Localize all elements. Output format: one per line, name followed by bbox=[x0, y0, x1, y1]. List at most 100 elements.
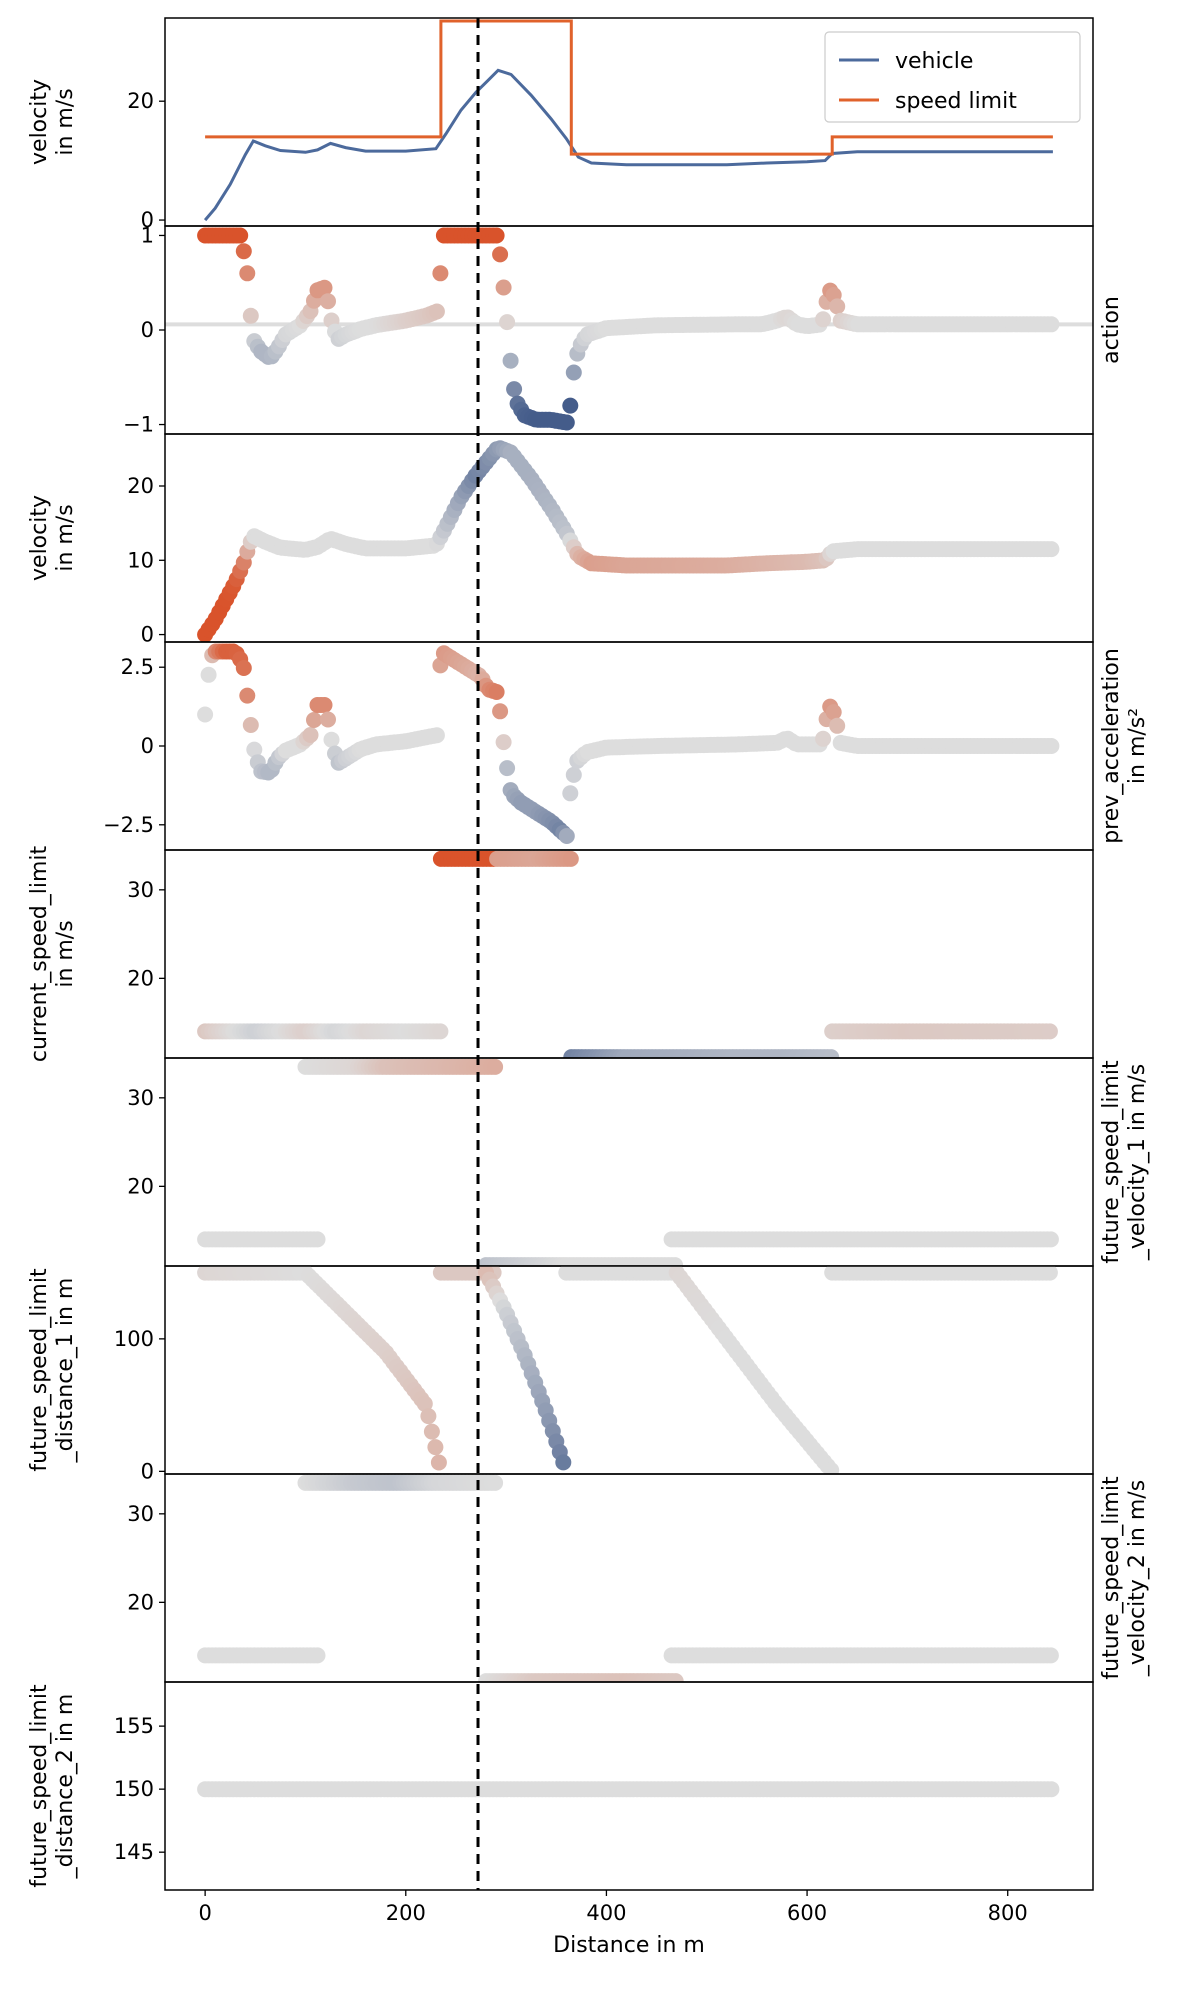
y-tick-label: 20 bbox=[127, 966, 154, 990]
data-point bbox=[1041, 1266, 1058, 1281]
data-point bbox=[825, 704, 842, 721]
data-point bbox=[558, 828, 575, 844]
y-axis-label: future_speed_limit_distance_1 in m bbox=[27, 1268, 78, 1472]
legend-box bbox=[824, 31, 1081, 123]
data-point bbox=[499, 760, 516, 777]
y-tick-label: 0 bbox=[141, 318, 154, 342]
data-point bbox=[506, 381, 523, 398]
data-point bbox=[316, 279, 333, 296]
data-point bbox=[1043, 1781, 1060, 1798]
x-axis: 0 200 400 600 800 bbox=[198, 1890, 1028, 1925]
data-point bbox=[1042, 1647, 1059, 1664]
y-tick-label: 30 bbox=[127, 878, 154, 902]
data-point bbox=[235, 660, 252, 676]
y-tick-label: 20 bbox=[127, 89, 154, 113]
data-point bbox=[242, 717, 259, 733]
data-point bbox=[316, 697, 333, 713]
data-point bbox=[495, 279, 512, 296]
data-point bbox=[487, 1058, 504, 1075]
data-point bbox=[565, 766, 582, 783]
data-point bbox=[197, 706, 214, 723]
plot-area bbox=[197, 1266, 1058, 1474]
data-point bbox=[309, 1231, 326, 1248]
series-line-2 bbox=[205, 19, 1053, 156]
y-axis-label: action bbox=[1099, 296, 1124, 364]
data-point bbox=[246, 741, 263, 758]
data-point bbox=[232, 227, 249, 244]
data-point bbox=[309, 1647, 326, 1664]
y-axis-label: future_speed_limit_velocity_1 in m/s bbox=[1099, 1060, 1150, 1264]
data-point bbox=[815, 311, 832, 328]
data-point bbox=[558, 414, 575, 431]
y-axis-label: prev_accelerationin m/s² bbox=[1099, 648, 1150, 844]
data-point bbox=[416, 1395, 433, 1412]
panel-8: 20 30 future_speed_limit_velocity_2 in m/s bbox=[127, 1473, 1150, 1683]
panel-1: 0 20 velocityin m/s vehicle speed limit bbox=[27, 17, 1094, 232]
panel-5: 20 30 current_speed_limitin m/s bbox=[27, 846, 1094, 1063]
panel-frame bbox=[164, 433, 1094, 643]
y-tick-label: 10 bbox=[127, 548, 154, 572]
y-tick-label: 30 bbox=[127, 1502, 154, 1526]
y-axis-label: velocityin m/s bbox=[27, 495, 78, 581]
data-point bbox=[306, 712, 322, 728]
panel-3: 0 10 20 velocityin m/s bbox=[27, 433, 1094, 647]
y-tick-label: 30 bbox=[127, 1086, 154, 1110]
data-point bbox=[430, 1454, 447, 1471]
y-tick-label: 20 bbox=[127, 474, 154, 498]
data-point bbox=[565, 364, 582, 381]
data-point bbox=[502, 352, 519, 369]
data-point bbox=[432, 1023, 449, 1040]
y-tick-label: 155 bbox=[114, 1714, 154, 1738]
y-tick-label: 0 bbox=[141, 734, 154, 758]
y-tick-label: 20 bbox=[127, 1174, 154, 1198]
panel-frame bbox=[164, 1265, 1094, 1475]
x-tick-label: 600 bbox=[787, 1901, 827, 1925]
panel-7: 0 100 future_speed_limit_distance_1 in m bbox=[27, 1265, 1094, 1483]
y-axis-label: current_speed_limitin m/s bbox=[27, 846, 78, 1063]
data-point bbox=[829, 717, 846, 734]
data-point bbox=[320, 293, 336, 310]
panel-6: 20 30 future_speed_limit_velocity_1 in m/s bbox=[127, 1057, 1150, 1267]
panel-4: −2.5 0 2.5 prev_accelerationin m/s² bbox=[103, 641, 1150, 851]
plot-area bbox=[197, 643, 1060, 844]
data-point bbox=[427, 1439, 444, 1456]
data-point bbox=[829, 298, 846, 315]
data-point bbox=[562, 397, 579, 414]
y-tick-label: 1 bbox=[141, 223, 154, 247]
data-point bbox=[667, 1257, 684, 1266]
x-tick-label: 200 bbox=[386, 1901, 426, 1925]
data-point bbox=[1041, 1023, 1058, 1040]
data-point bbox=[242, 307, 259, 324]
data-point bbox=[1042, 1231, 1059, 1248]
y-tick-label: 0 bbox=[141, 623, 154, 647]
data-point bbox=[239, 265, 256, 282]
y-axis-label: future_speed_limit_distance_2 in m bbox=[27, 1684, 78, 1888]
data-point bbox=[420, 1408, 437, 1425]
data-point bbox=[235, 243, 252, 260]
y-tick-label: 145 bbox=[114, 1840, 154, 1864]
data-point bbox=[667, 1673, 684, 1682]
plot-area bbox=[197, 1058, 1059, 1266]
data-point bbox=[323, 731, 340, 748]
y-tick-label: 0 bbox=[141, 1459, 154, 1483]
data-point bbox=[492, 246, 509, 263]
plot-area bbox=[197, 1781, 1060, 1798]
legend-label: speed limit bbox=[895, 89, 1017, 114]
plot-area bbox=[165, 227, 1093, 431]
y-tick-label: −2.5 bbox=[103, 813, 154, 837]
plot-area bbox=[197, 850, 1058, 1058]
legend-label: vehicle bbox=[895, 49, 973, 74]
data-point bbox=[239, 687, 256, 704]
y-tick-label: 20 bbox=[127, 1590, 154, 1614]
data-point bbox=[499, 314, 516, 331]
plot-area bbox=[203, 19, 1053, 222]
data-point bbox=[815, 730, 832, 747]
data-point bbox=[423, 1423, 440, 1440]
y-axis-label: future_speed_limit_velocity_2 in m/s bbox=[1099, 1476, 1150, 1680]
x-tick-label: 800 bbox=[988, 1901, 1028, 1925]
data-point bbox=[200, 666, 217, 683]
data-point bbox=[487, 1474, 504, 1491]
y-axis-label: velocityin m/s bbox=[27, 79, 78, 165]
data-point bbox=[1043, 316, 1060, 333]
